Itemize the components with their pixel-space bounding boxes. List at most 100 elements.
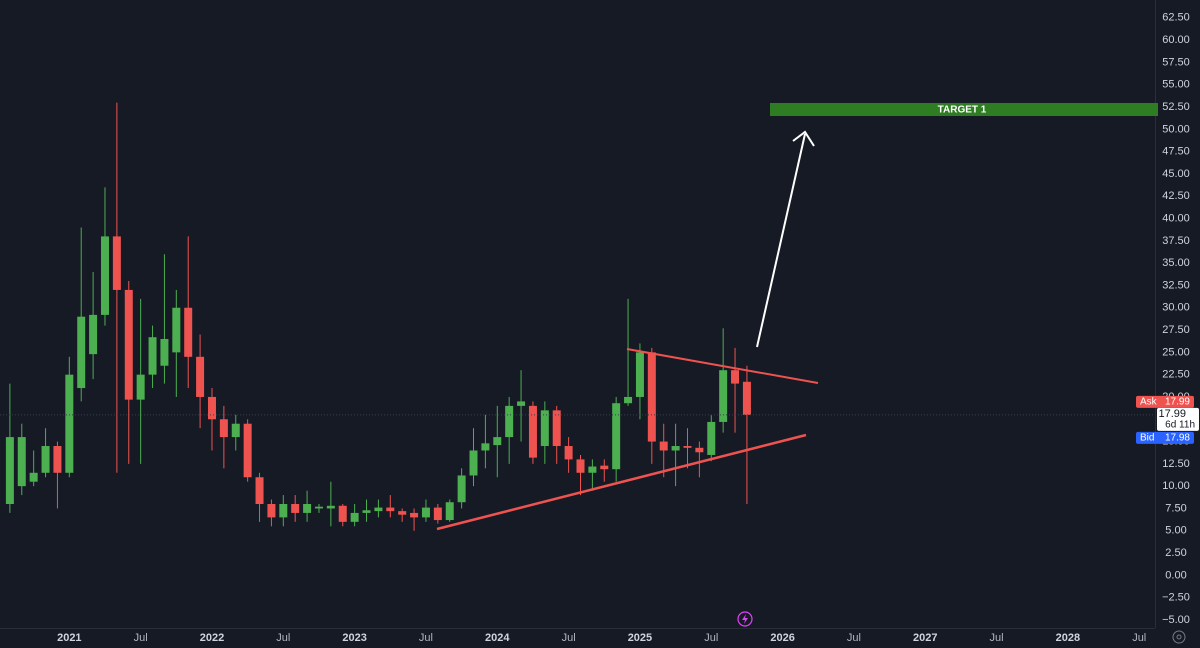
ask-price: 17.99 <box>1165 397 1190 408</box>
candle-body <box>65 374 74 473</box>
candle-body <box>552 410 561 447</box>
candle-body <box>231 423 240 438</box>
candle-body <box>100 236 109 315</box>
settings-icon-center <box>1176 634 1182 640</box>
candle-body <box>493 437 502 446</box>
candle-body <box>41 446 50 473</box>
x-tick-label: Jul <box>704 632 718 644</box>
y-tick-label: 10.00 <box>1162 480 1190 492</box>
candle-body <box>588 466 597 473</box>
candle-body <box>136 374 145 400</box>
x-tick-label: Jul <box>990 632 1004 644</box>
candle-body <box>314 506 323 509</box>
y-tick-label: 0.00 <box>1165 569 1186 581</box>
y-tick-label: 42.50 <box>1162 190 1190 202</box>
y-tick-label: 30.00 <box>1162 302 1190 314</box>
y-tick-label: 52.50 <box>1162 101 1190 113</box>
x-tick-label: Jul <box>1132 632 1146 644</box>
x-tick-label: 2023 <box>342 632 366 644</box>
y-tick-label: 37.50 <box>1162 235 1190 247</box>
y-tick-label: 40.00 <box>1162 212 1190 224</box>
candle-body <box>445 502 454 521</box>
axes: −5.00−2.500.002.505.007.5010.0012.5015.0… <box>57 12 1199 644</box>
drawings: TARGET 1 <box>436 103 1186 644</box>
candle-body <box>77 316 86 389</box>
resistance-line <box>626 348 819 384</box>
y-tick-label: 5.00 <box>1165 525 1186 537</box>
ask-box <box>1136 395 1194 408</box>
candle-body <box>374 507 383 512</box>
arrow-head <box>792 130 815 147</box>
x-tick-label: 2026 <box>770 632 794 644</box>
candle-body <box>89 314 98 355</box>
candle-body <box>243 423 252 478</box>
settings-icon[interactable] <box>1172 630 1186 644</box>
x-tick-label: 2027 <box>913 632 937 644</box>
candle-body <box>53 446 62 473</box>
y-tick-label: 60.00 <box>1162 34 1190 46</box>
candle-body <box>647 352 656 442</box>
candle-body <box>683 446 692 448</box>
candle-body <box>172 307 181 353</box>
bid-tag: Bid <box>1140 433 1154 444</box>
candle-body <box>207 396 216 420</box>
last-price-label: 17.99 <box>1158 408 1186 420</box>
candle-body <box>410 512 419 518</box>
candle-body <box>742 381 751 415</box>
candle-body <box>17 437 26 487</box>
candle-body <box>29 472 38 482</box>
candle-body <box>291 504 300 513</box>
event-icon[interactable] <box>737 611 753 627</box>
candle-body <box>386 507 395 512</box>
y-tick-label: 32.50 <box>1162 279 1190 291</box>
candle-body <box>303 504 312 513</box>
x-tick-label: 2028 <box>1056 632 1080 644</box>
candle-body <box>338 505 347 522</box>
candle-body <box>695 447 704 453</box>
y-tick-label: 2.50 <box>1165 547 1186 559</box>
candle-body <box>124 289 133 400</box>
y-tick-label: 50.00 <box>1162 123 1190 135</box>
candle-body <box>267 504 276 518</box>
candle-body <box>196 356 205 397</box>
candle-body <box>398 511 407 515</box>
candle-body <box>112 236 121 290</box>
bid-price: 17.98 <box>1165 433 1190 444</box>
candle-body <box>433 507 442 521</box>
x-tick-label: Jul <box>276 632 290 644</box>
candle-body <box>160 338 169 366</box>
plot-area <box>0 102 1155 531</box>
candle-body <box>612 403 621 470</box>
candle-body <box>255 477 264 505</box>
y-tick-label: 12.50 <box>1162 458 1190 470</box>
x-tick-label: 2022 <box>200 632 224 644</box>
target-label: TARGET 1 <box>938 105 987 116</box>
candle-body <box>600 465 609 470</box>
candle-body <box>469 450 478 476</box>
candle-body <box>362 510 371 513</box>
ask-tag: Ask <box>1140 397 1158 408</box>
target-box <box>770 103 1158 116</box>
candle-body <box>421 507 430 518</box>
event-icon-bolt <box>742 614 748 624</box>
y-tick-label: 7.50 <box>1165 502 1186 514</box>
candle-body <box>635 352 644 397</box>
candle-body <box>505 405 514 438</box>
candle-body <box>731 370 740 384</box>
y-tick-label: 55.00 <box>1162 79 1190 91</box>
y-tick-label: 25.00 <box>1162 346 1190 358</box>
countdown-label: 6d 11h <box>1165 420 1195 431</box>
support-line <box>436 433 807 531</box>
candle-body <box>481 443 490 451</box>
candle-body <box>517 401 526 406</box>
x-tick-label: Jul <box>847 632 861 644</box>
candle-body <box>540 410 549 447</box>
y-tick-label: 62.50 <box>1162 12 1190 24</box>
candle-body <box>148 337 157 375</box>
candle-body <box>279 504 288 518</box>
candle-body <box>719 370 728 422</box>
candle-body <box>457 475 466 503</box>
bid-box <box>1136 431 1194 444</box>
